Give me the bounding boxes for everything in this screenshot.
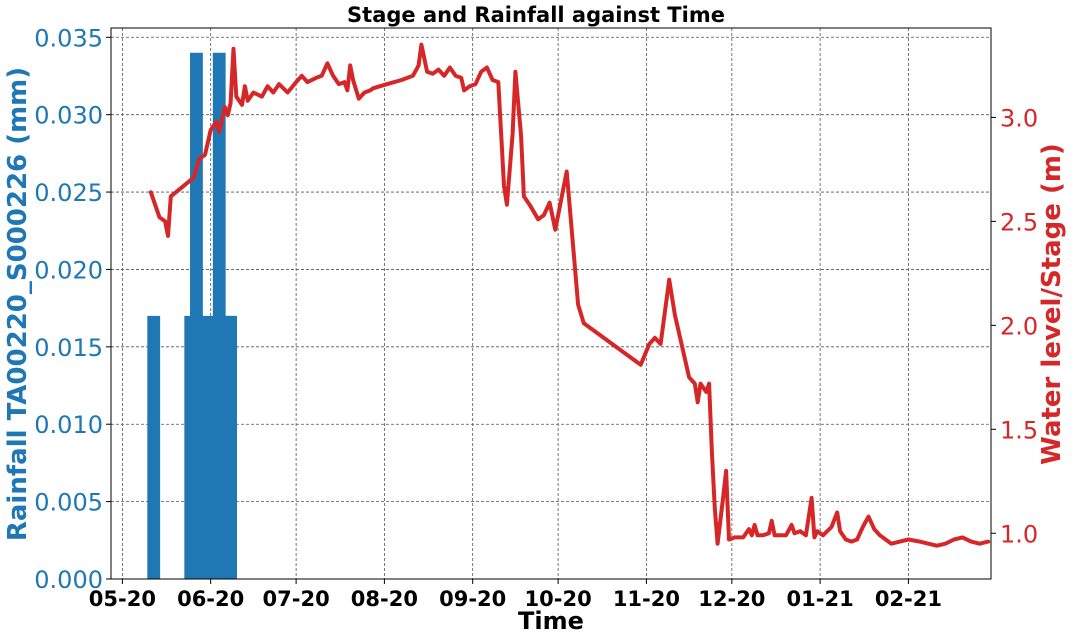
right-y-tick-label: 2.5 <box>1000 208 1038 236</box>
left-y-axis-label: Rainfall TA00220_S000226 (mm) <box>3 67 33 541</box>
left-y-tick-label: 0.005 <box>34 489 103 517</box>
x-tick-label: 10-20 <box>525 587 592 611</box>
x-tick-label: 05-20 <box>89 587 156 611</box>
stage-series-line <box>148 42 991 548</box>
x-tick-label: 02-21 <box>875 587 942 611</box>
right-y-tick-label: 2.0 <box>1000 312 1038 340</box>
left-y-tick-label: 0.015 <box>34 334 103 362</box>
right-y-tick-label: 3.0 <box>1000 104 1038 132</box>
left-y-tick-label: 0.020 <box>34 256 103 284</box>
right-y-axis-label: Water level/Stage (m) <box>1037 143 1067 465</box>
left-y-tick-label: 0.010 <box>34 411 103 439</box>
rainfall-bar <box>195 315 209 579</box>
x-tick-label: 01-21 <box>787 587 854 611</box>
stage-line <box>148 42 991 548</box>
x-tick-label: 11-20 <box>613 587 680 611</box>
x-axis-label: Time <box>518 607 584 635</box>
rainfall-bar <box>224 315 238 579</box>
x-tick-label: 06-20 <box>177 587 244 611</box>
grid-lines <box>111 28 991 580</box>
x-tick-label: 09-20 <box>439 587 506 611</box>
left-y-axis-ticks: 0.000 0.005 0.010 0.015 0.020 0.025 0.030 0.035 <box>34 24 111 594</box>
x-axis-ticks: 05-20 06-20 07-20 08-20 09-20 10-20 11-20 12-20… <box>89 579 942 611</box>
right-y-tick-label: 1.0 <box>1000 520 1038 548</box>
x-tick-label: 12-20 <box>698 587 765 611</box>
rainfall-bar <box>147 315 161 579</box>
left-y-tick-label: 0.025 <box>34 179 103 207</box>
right-y-tick-label: 1.5 <box>1000 416 1038 444</box>
rainfall-bars <box>147 52 238 580</box>
left-y-tick-label: 0.035 <box>34 24 103 52</box>
left-y-tick-label: 0.030 <box>34 102 103 130</box>
left-y-tick-label: 0.000 <box>34 566 103 594</box>
x-tick-label: 07-20 <box>263 587 330 611</box>
chart-title: Stage and Rainfall against Time <box>347 3 725 27</box>
right-y-axis-ticks: 1.0 1.5 2.0 2.5 3.0 <box>991 104 1038 548</box>
x-tick-label: 08-20 <box>351 587 418 611</box>
plot-frame <box>110 27 992 580</box>
